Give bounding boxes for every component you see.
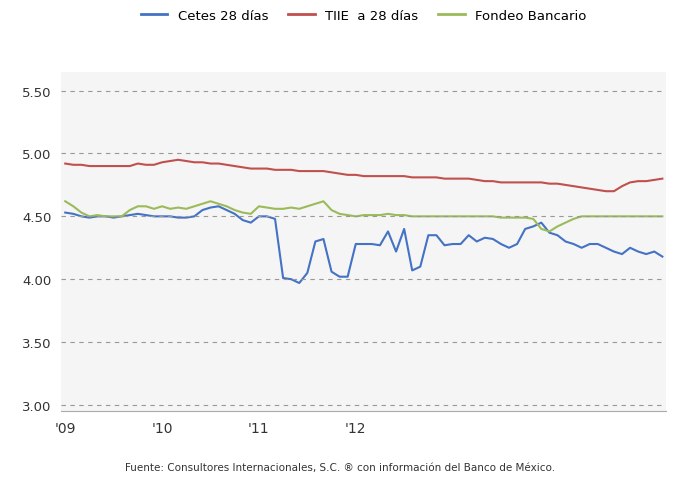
Text: '12: '12 (345, 422, 367, 436)
Text: '09: '09 (54, 422, 76, 436)
Text: '11: '11 (248, 422, 270, 436)
Text: '10: '10 (152, 422, 173, 436)
Text: Fuente: Consultores Internacionales, S.C. ® con información del Banco de México.: Fuente: Consultores Internacionales, S.C… (125, 462, 555, 472)
Text: Tasas de Interés de representativas (%): Tasas de Interés de representativas (%) (138, 20, 542, 38)
Legend: Cetes 28 días, TIIE  a 28 días, Fondeo Bancario: Cetes 28 días, TIIE a 28 días, Fondeo Ba… (136, 5, 592, 28)
